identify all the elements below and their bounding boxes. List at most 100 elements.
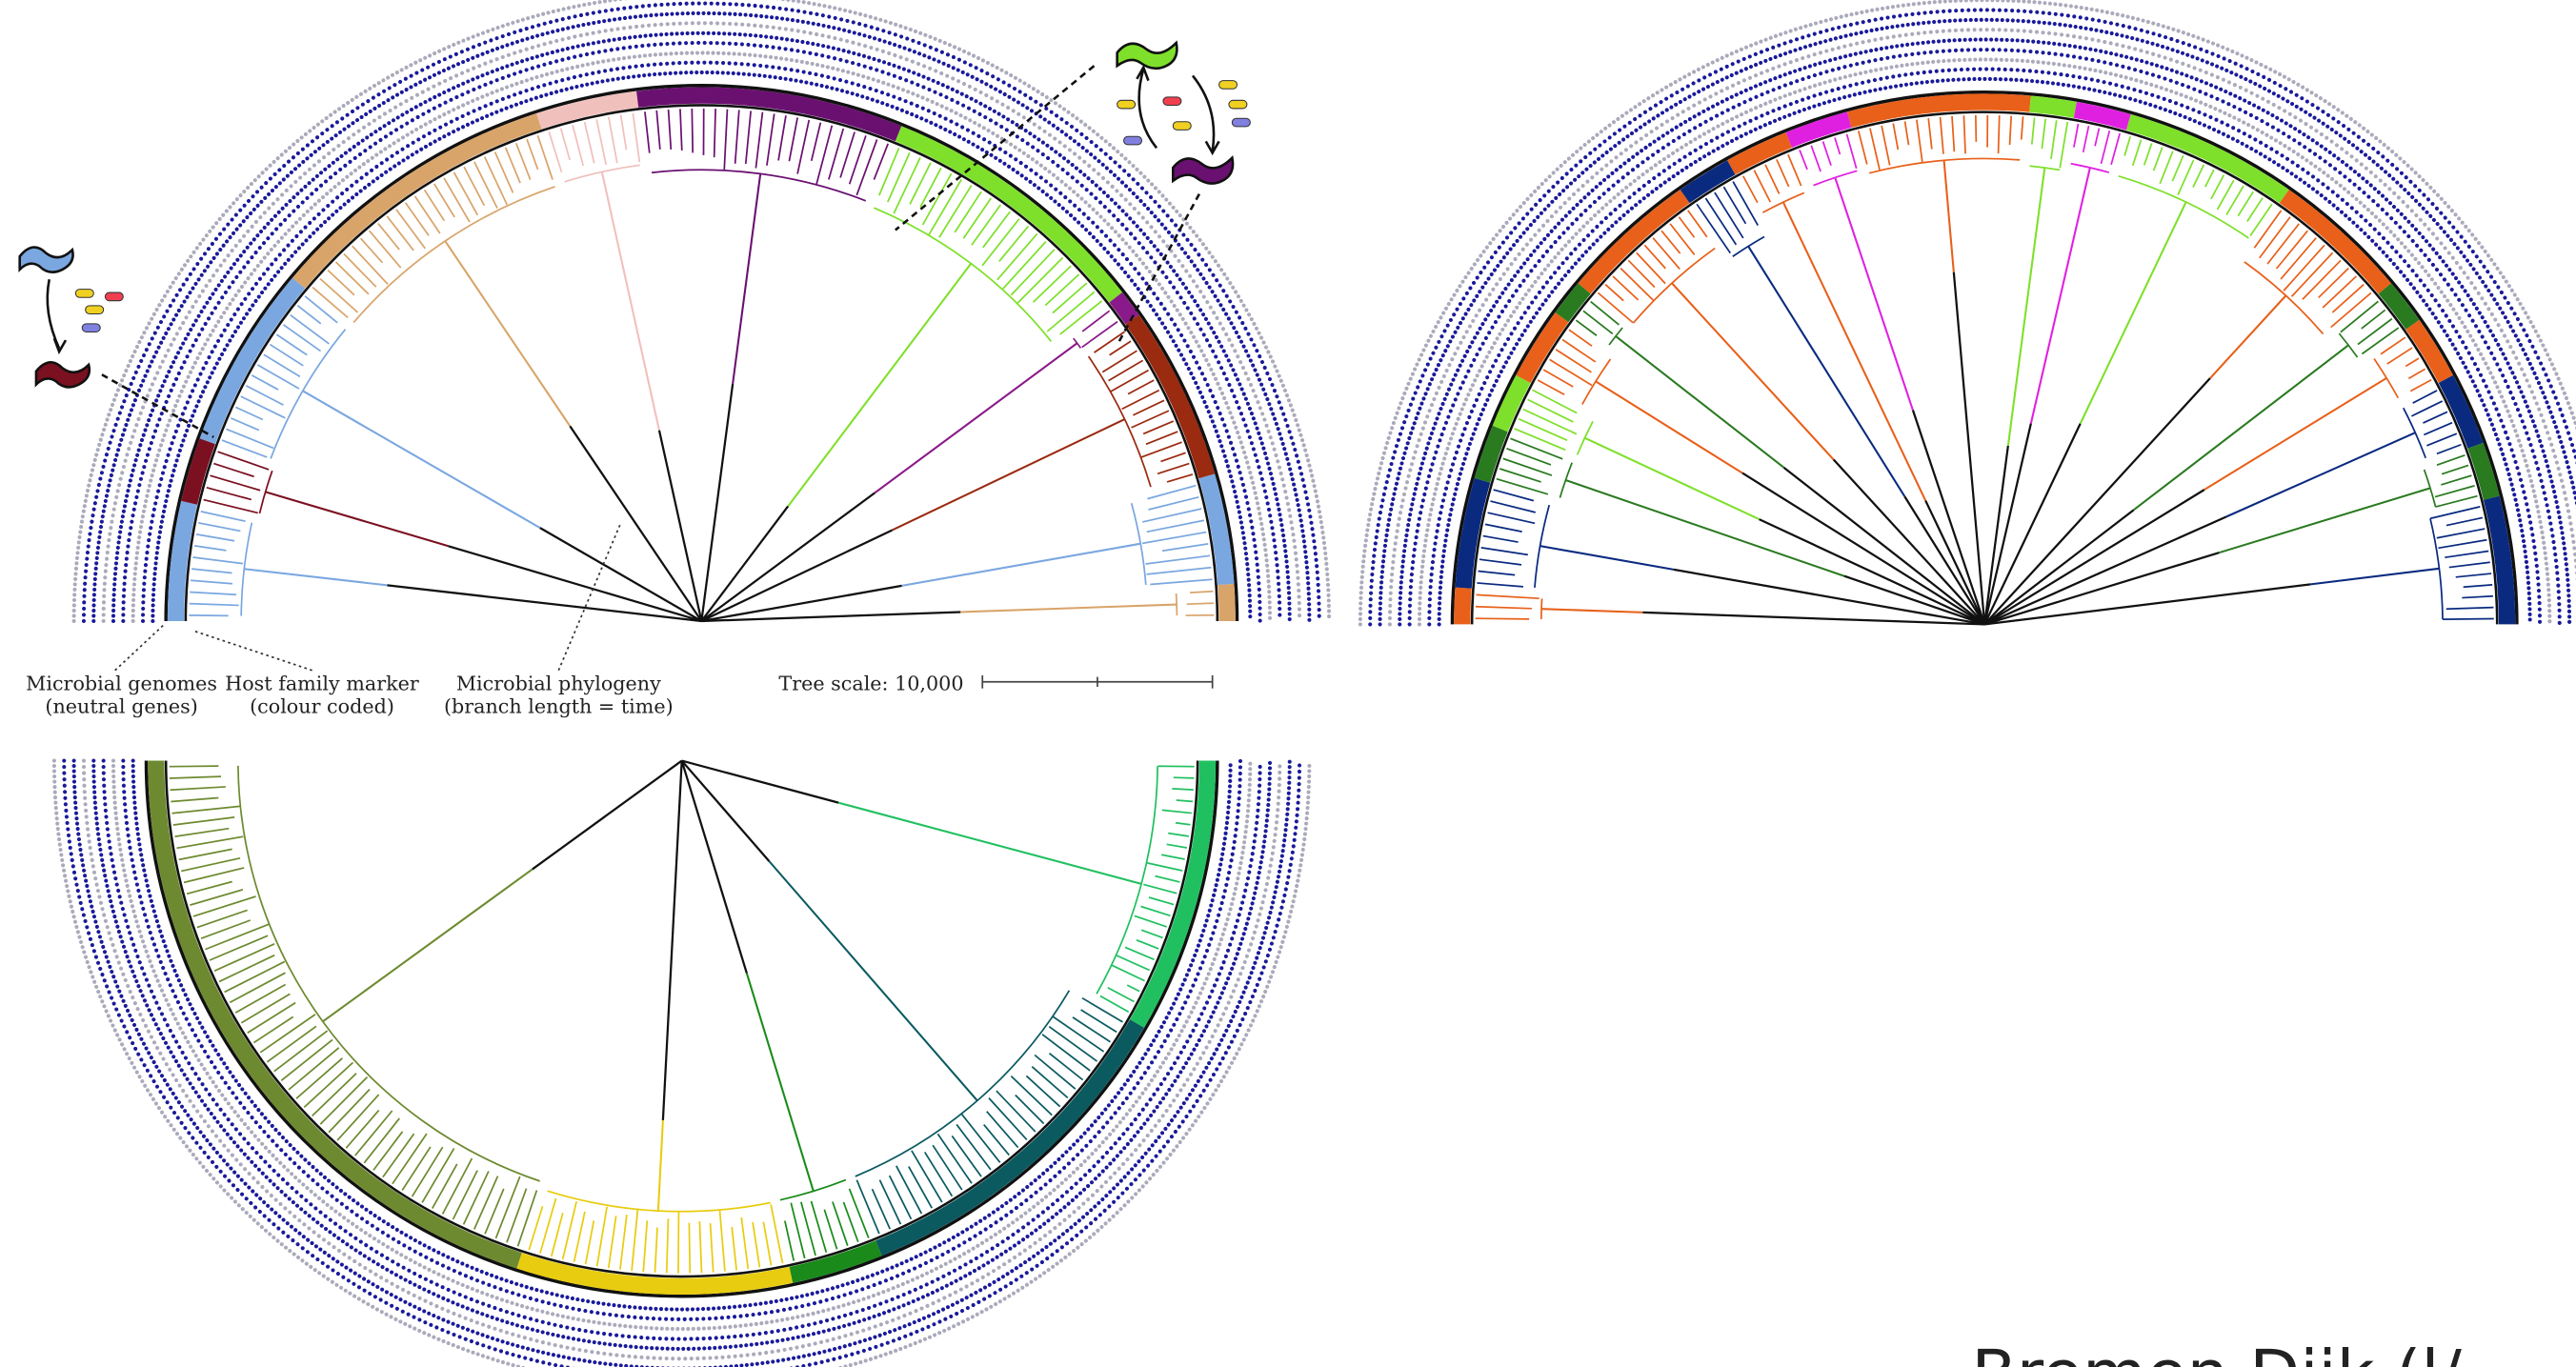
branch — [1583, 311, 1613, 333]
branch — [561, 129, 571, 160]
branch — [1146, 432, 1177, 444]
branch — [1161, 854, 1184, 859]
branch — [1917, 120, 1922, 163]
branch — [1515, 429, 1566, 450]
branch — [2437, 445, 2461, 454]
branch — [507, 1189, 527, 1243]
branch — [364, 1118, 399, 1163]
branch — [181, 858, 240, 872]
branch — [1167, 844, 1187, 848]
branch — [999, 226, 1029, 261]
branch — [1613, 276, 1639, 300]
branch — [434, 184, 454, 217]
annotation: Host family marker — [225, 672, 419, 694]
branch — [235, 407, 262, 419]
branch — [741, 1217, 748, 1269]
branch — [1476, 607, 1532, 609]
branch — [323, 869, 533, 1021]
branch — [1605, 285, 1623, 301]
branch — [1477, 583, 1523, 587]
branch — [656, 111, 660, 150]
host-marker — [176, 503, 190, 621]
branch — [937, 1134, 972, 1183]
branch — [1556, 350, 1591, 372]
branch — [753, 1222, 759, 1267]
branch — [230, 973, 285, 1002]
branch — [1905, 121, 1909, 145]
branch — [2144, 143, 2152, 165]
host-marker — [2030, 104, 2075, 110]
branch — [2319, 269, 2349, 298]
branch — [1893, 123, 1898, 150]
branch — [989, 1098, 1027, 1140]
branch — [184, 868, 244, 882]
gene-dots — [113, 33, 1290, 621]
gene-dots — [152, 72, 1250, 621]
branch — [960, 605, 1177, 613]
branch — [2410, 380, 2431, 392]
branch — [850, 1189, 869, 1238]
branch — [1117, 955, 1150, 971]
gene-dots — [104, 23, 1299, 621]
branch — [194, 546, 226, 551]
branch — [205, 924, 269, 949]
branch — [2267, 224, 2299, 264]
branch — [1142, 533, 1206, 544]
branch — [344, 254, 376, 288]
branch — [474, 162, 497, 209]
branch — [680, 109, 682, 151]
branch — [1672, 283, 1834, 459]
branch — [1147, 863, 1182, 871]
branch — [1519, 419, 1567, 440]
branch — [1177, 800, 1193, 801]
branch — [1811, 146, 1821, 171]
branch — [602, 171, 659, 430]
branch — [2424, 423, 2452, 435]
branch — [732, 1227, 736, 1271]
branch — [856, 139, 876, 194]
branch — [1723, 187, 1745, 224]
branch — [893, 419, 1125, 530]
branch — [1733, 182, 1758, 226]
branch — [621, 115, 627, 151]
branch — [2060, 122, 2067, 168]
branch — [352, 246, 388, 284]
gene-dots — [133, 761, 1231, 1310]
branch — [2124, 136, 2130, 155]
branch — [1598, 292, 1633, 322]
branch — [1488, 513, 1536, 523]
branch — [495, 1176, 519, 1238]
branch — [875, 343, 1077, 493]
branch — [1999, 115, 2000, 153]
branch — [370, 231, 401, 268]
branch — [797, 120, 809, 174]
branch — [204, 500, 258, 513]
branch — [972, 205, 1000, 245]
branch — [2042, 119, 2045, 150]
branch — [2405, 358, 2419, 366]
branch — [1941, 117, 1943, 154]
branch — [874, 144, 888, 180]
trees — [54, 0, 2576, 1367]
branch — [2219, 488, 2430, 553]
branch — [453, 1171, 478, 1219]
gene-dots — [93, 761, 1270, 1349]
branch — [856, 1180, 879, 1234]
branch — [244, 569, 387, 585]
branch — [2387, 348, 2412, 364]
gene-dots — [113, 761, 1250, 1329]
branch — [235, 984, 285, 1013]
branch — [2323, 276, 2356, 308]
branch — [1050, 1054, 1083, 1080]
host-marker — [2385, 289, 2412, 325]
branch — [383, 1134, 414, 1177]
host-marker — [637, 95, 898, 133]
branch — [701, 530, 892, 621]
branch — [596, 119, 606, 165]
branch — [444, 178, 470, 222]
branch — [1541, 609, 1642, 613]
branch — [984, 1125, 1010, 1156]
branch — [1049, 1027, 1097, 1061]
branch — [902, 544, 1141, 586]
annotation: (neutral genes) — [45, 695, 197, 718]
